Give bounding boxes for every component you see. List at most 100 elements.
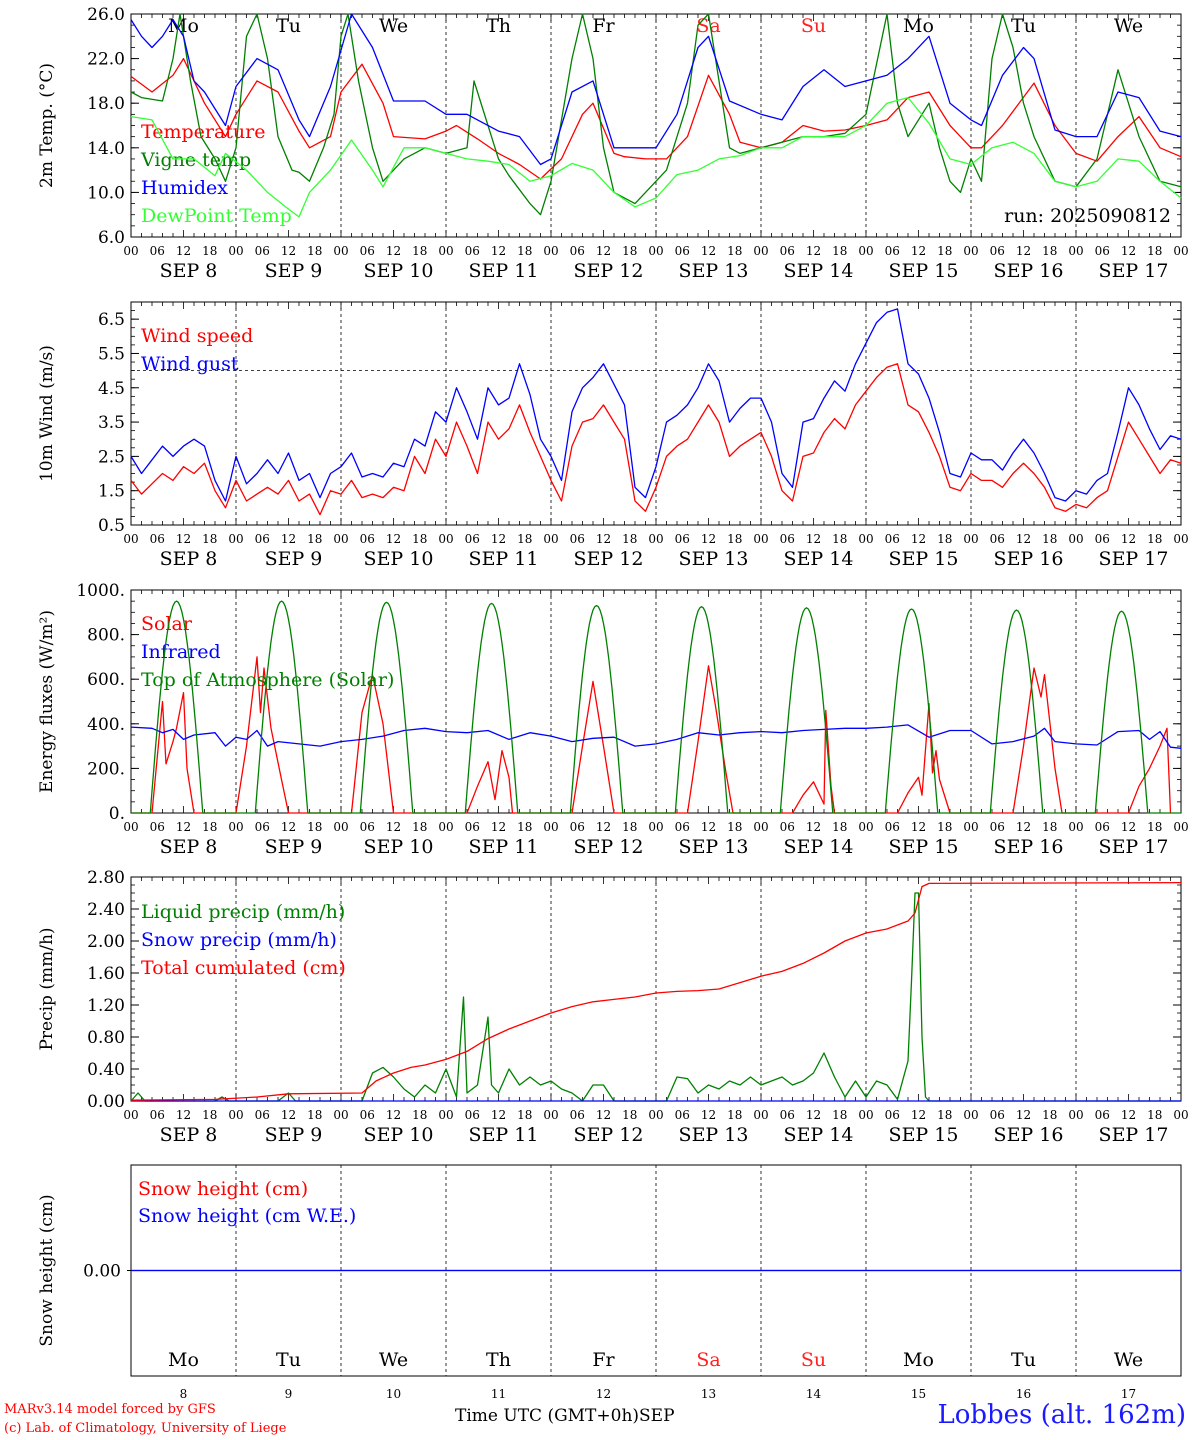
x-hour-label: 12: [176, 1108, 191, 1122]
x-hour-label: 06: [360, 820, 375, 834]
x-hour-label: 12: [1121, 244, 1136, 258]
x-hour-label: 00: [1068, 532, 1083, 546]
y-tick-label: 0.00: [87, 1092, 125, 1112]
x-date-label: SEP 12: [574, 260, 644, 282]
x-hour-label: 18: [412, 532, 427, 546]
x-hour-label: 06: [255, 820, 270, 834]
x-hour-label: 18: [832, 532, 847, 546]
series-line-wind-gust: [130, 308, 1182, 502]
legend-entry: Infrared: [141, 641, 221, 663]
x-hour-label: 06: [885, 244, 900, 258]
x-hour-label: 06: [255, 532, 270, 546]
x-hour-label: 06: [780, 532, 795, 546]
y-tick-label: 2.80: [87, 868, 125, 888]
x-date-label: SEP 16: [994, 548, 1064, 570]
weekday-label: We: [379, 15, 408, 37]
bottom-day-number: 17: [1121, 1387, 1136, 1401]
x-hour-label: 06: [465, 1108, 480, 1122]
y-tick-label: 2.00: [87, 932, 125, 952]
panel-4: 0.00 0.40 0.80 1.20 1.60 2.00 2.40 2.80 Precip (…: [37, 868, 1189, 1146]
x-hour-label: 06: [360, 1108, 375, 1122]
x-date-label: SEP 11: [469, 1124, 539, 1146]
x-hour-label: 00: [123, 820, 138, 834]
x-hour-label: 06: [885, 532, 900, 546]
x-date-label: SEP 13: [679, 1124, 749, 1146]
x-date-label: SEP 16: [994, 260, 1064, 282]
x-hour-label: 18: [937, 1108, 952, 1122]
x-hour-label: 06: [675, 244, 690, 258]
weekday-label: We: [1114, 15, 1143, 37]
x-date-label: SEP 14: [784, 836, 854, 858]
x-hour-label: 12: [386, 820, 401, 834]
x-hour-label: 00: [333, 1108, 348, 1122]
x-hour-label: 12: [806, 1108, 821, 1122]
series-line-total-cumulated-cm-: [130, 881, 1182, 1101]
y-tick-label: 18.0: [87, 94, 125, 114]
x-date-label: SEP 9: [265, 836, 323, 858]
x-hour-label: 18: [937, 532, 952, 546]
x-hour-label: 12: [701, 820, 716, 834]
x-hour-label: 12: [1121, 1108, 1136, 1122]
series-line-liquid-precip-mm-h-: [130, 892, 1181, 1102]
x-hour-label: 00: [963, 1108, 978, 1122]
x-hour-label: 18: [832, 820, 847, 834]
y-tick-label: 6.5: [98, 310, 125, 330]
x-date-label: SEP 12: [574, 836, 644, 858]
x-date-label: SEP 9: [265, 260, 323, 282]
weekday-label: Sa: [696, 1349, 720, 1371]
y-tick-label: 22.0: [87, 50, 125, 70]
x-hour-label: 12: [1121, 820, 1136, 834]
weekday-label: Tu: [1011, 1349, 1036, 1371]
x-hour-label: 00: [123, 532, 138, 546]
x-hour-label: 00: [543, 532, 558, 546]
x-date-label: SEP 17: [1099, 260, 1169, 282]
x-hour-label: 00: [753, 1108, 768, 1122]
x-hour-label: 12: [491, 820, 506, 834]
x-hour-label: 18: [202, 1108, 217, 1122]
x-hour-label: 18: [727, 244, 742, 258]
x-hour-label: 12: [491, 1108, 506, 1122]
x-hour-label: 00: [1068, 1108, 1083, 1122]
x-hour-label: 00: [1173, 820, 1188, 834]
legend-entry: Snow height (cm): [138, 1178, 308, 1200]
x-hour-label: 18: [307, 244, 322, 258]
y-tick-label: 800.: [87, 626, 125, 646]
x-date-label: SEP 15: [889, 836, 959, 858]
x-date-label: SEP 11: [469, 260, 539, 282]
x-hour-label: 06: [570, 820, 585, 834]
x-date-label: SEP 15: [889, 260, 959, 282]
x-hour-label: 06: [675, 532, 690, 546]
x-hour-label: 06: [1095, 820, 1110, 834]
bottom-day-number: 12: [596, 1387, 611, 1401]
plot-frame: [130, 301, 1182, 526]
run-label: run: 2025090812: [1004, 205, 1171, 227]
x-hour-label: 18: [202, 532, 217, 546]
x-hour-label: 12: [911, 1108, 926, 1122]
x-hour-label: 18: [1147, 1108, 1162, 1122]
y-tick-label: 0.5: [98, 516, 125, 536]
x-hour-label: 18: [937, 244, 952, 258]
x-hour-label: 18: [727, 1108, 742, 1122]
x-hour-label: 00: [858, 1108, 873, 1122]
x-hour-label: 06: [570, 532, 585, 546]
x-hour-label: 18: [1042, 820, 1057, 834]
x-hour-label: 12: [806, 244, 821, 258]
x-date-label: SEP 15: [889, 548, 959, 570]
x-date-label: SEP 12: [574, 1124, 644, 1146]
x-date-label: SEP 8: [160, 1124, 218, 1146]
x-date-label: SEP 10: [364, 1124, 434, 1146]
x-hour-label: 00: [648, 1108, 663, 1122]
y-tick-label: 0.00: [83, 1262, 121, 1282]
y-tick-label: 14.0: [87, 139, 125, 159]
x-hour-label: 12: [701, 244, 716, 258]
x-hour-label: 06: [780, 244, 795, 258]
x-hour-label: 18: [202, 820, 217, 834]
x-hour-label: 06: [885, 1108, 900, 1122]
x-hour-label: 00: [648, 820, 663, 834]
weekday-label: Su: [801, 15, 826, 37]
y-tick-label: 26.0: [87, 5, 125, 25]
y-tick-label: 2.40: [87, 900, 125, 920]
x-date-label: SEP 9: [265, 548, 323, 570]
legend-entry: Top of Atmosphere (Solar): [141, 669, 394, 691]
y-tick-label: 1.20: [87, 996, 125, 1016]
